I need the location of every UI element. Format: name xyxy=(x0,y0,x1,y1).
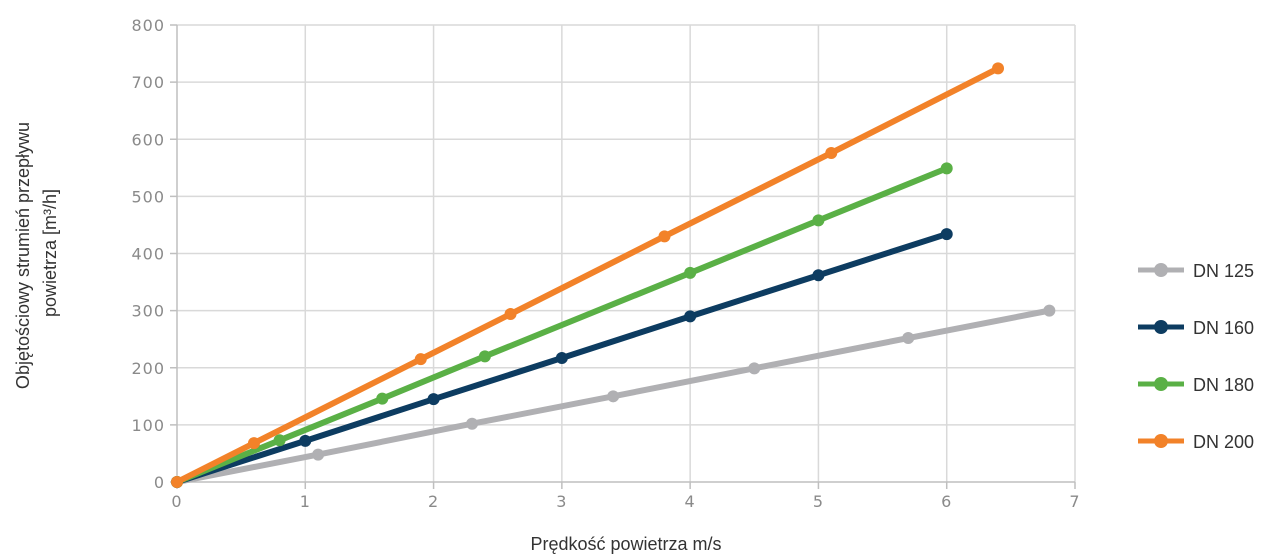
y-tick-label: 100 xyxy=(131,416,165,435)
data-point-dn-125 xyxy=(902,332,915,345)
y-tick-label: 800 xyxy=(131,16,165,35)
y-tick-label: 200 xyxy=(131,359,165,378)
y-tick-label: 500 xyxy=(131,187,165,206)
series-dn-160 xyxy=(171,228,953,488)
x-tick-label: 5 xyxy=(813,492,824,511)
data-point-dn-200 xyxy=(504,308,517,321)
legend-label: DN 125 xyxy=(1193,261,1254,281)
y-tick-label: 700 xyxy=(131,73,165,92)
legend-swatch-marker xyxy=(1154,434,1168,448)
data-point-dn-180 xyxy=(940,162,953,175)
data-point-dn-125 xyxy=(1043,304,1056,317)
data-point-dn-160 xyxy=(812,269,825,282)
data-point-dn-200 xyxy=(414,353,427,366)
x-tick-label: 1 xyxy=(300,492,311,511)
data-point-dn-160 xyxy=(299,434,312,447)
data-point-dn-160 xyxy=(555,352,568,365)
series-line-dn-200 xyxy=(174,65,1002,485)
data-point-dn-180 xyxy=(273,434,286,447)
series-dn-200 xyxy=(171,62,1005,488)
x-tick-label: 6 xyxy=(941,492,952,511)
legend-label: DN 160 xyxy=(1193,318,1254,338)
legend-swatch-marker xyxy=(1154,320,1168,334)
data-point-dn-200 xyxy=(171,476,183,488)
data-point-dn-125 xyxy=(607,390,620,403)
legend-label: DN 200 xyxy=(1193,432,1254,452)
x-tick-label: 2 xyxy=(428,492,439,511)
series-dn-125 xyxy=(171,304,1056,488)
series-group xyxy=(171,62,1056,488)
legend-swatch-marker xyxy=(1154,263,1168,277)
x-tick-labels: 0 1 2 3 4 5 6 7 xyxy=(171,492,1080,511)
data-point-dn-200 xyxy=(247,437,260,450)
legend-item-dn-125: DN 125 xyxy=(1138,261,1254,281)
y-tick-labels: 0 100 200 300 400 500 600 700 800 xyxy=(131,16,165,492)
data-point-dn-180 xyxy=(812,214,825,227)
legend-label: DN 180 xyxy=(1193,375,1254,395)
y-axis-title-line-2: powietrza [m³/h] xyxy=(40,189,60,317)
data-point-dn-200 xyxy=(992,62,1005,75)
x-tick-label: 3 xyxy=(556,492,567,511)
data-point-dn-125 xyxy=(466,417,479,430)
grid xyxy=(177,24,1076,482)
y-tick-label: 0 xyxy=(154,473,165,492)
y-axis-title: Objętościowy strumień przepływu powietrz… xyxy=(13,117,60,389)
data-point-dn-200 xyxy=(658,230,671,243)
y-tick-label: 600 xyxy=(131,130,165,149)
data-point-dn-180 xyxy=(376,392,389,405)
x-axis-title: Prędkość powietrza m/s xyxy=(530,534,721,554)
data-point-dn-160 xyxy=(427,393,440,406)
legend-swatch-marker xyxy=(1154,377,1168,391)
data-point-dn-200 xyxy=(825,146,838,159)
data-point-dn-160 xyxy=(684,310,697,323)
x-tick-label: 4 xyxy=(685,492,696,511)
legend-item-dn-180: DN 180 xyxy=(1138,375,1254,395)
data-point-dn-125 xyxy=(748,362,761,375)
legend: DN 125 DN 160 DN 180 DN 200 xyxy=(1138,261,1254,452)
data-point-dn-125 xyxy=(312,448,325,461)
data-point-dn-180 xyxy=(684,266,697,279)
x-tick-label: 0 xyxy=(171,492,182,511)
data-point-dn-180 xyxy=(478,350,491,363)
y-tick-label: 400 xyxy=(131,245,165,264)
data-point-dn-160 xyxy=(940,228,953,241)
x-tick-label: 7 xyxy=(1069,492,1080,511)
legend-item-dn-160: DN 160 xyxy=(1138,318,1254,338)
y-tick-label: 300 xyxy=(131,302,165,321)
y-axis-title-line-1: Objętościowy strumień przepływu xyxy=(13,122,33,389)
legend-item-dn-200: DN 200 xyxy=(1138,432,1254,452)
